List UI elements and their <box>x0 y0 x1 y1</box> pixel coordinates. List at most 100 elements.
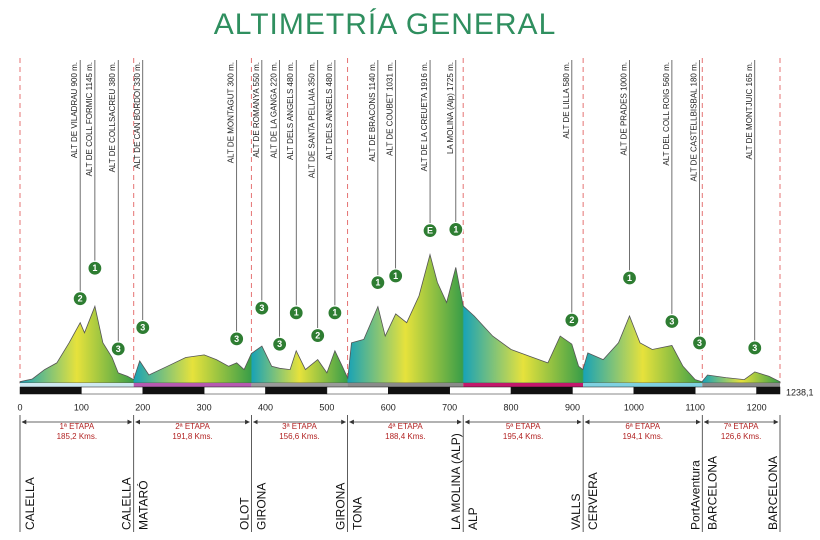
x-tick-label: 300 <box>197 402 212 412</box>
climb-category: 1 <box>294 308 299 318</box>
x-tick-label: 1238,1 <box>786 387 814 397</box>
end-town: BARCELONA <box>766 456 780 530</box>
x-tick-label: 600 <box>381 402 396 412</box>
climb-label: ALT DELS ANGELS 480 m. <box>325 62 334 160</box>
climb-category: 3 <box>140 322 145 332</box>
climb-label: ALT DE LA GANGA 220 m. <box>270 62 279 158</box>
km-bar <box>756 386 781 395</box>
climb-label: ALT DE COUBET 1031 m. <box>386 62 395 156</box>
climb-badge <box>135 319 151 336</box>
stage-strip <box>702 383 780 387</box>
stage-strip <box>251 383 348 387</box>
x-tick-label: 900 <box>565 402 580 412</box>
climb-badge <box>448 221 464 238</box>
km-bar <box>265 386 328 395</box>
climb-category: 3 <box>277 339 282 349</box>
climb-badge <box>664 313 680 330</box>
stage-name: 6ª ETAPA <box>625 422 660 431</box>
start-town: TONA <box>351 497 365 530</box>
end-town: GIRONA <box>334 483 348 530</box>
climb-badge <box>272 336 288 352</box>
climb-badge <box>110 341 126 357</box>
climb-badge <box>310 327 326 344</box>
climb-badge <box>388 268 404 284</box>
x-tick-label: 700 <box>442 402 457 412</box>
stage-distance: 188,4 Kms. <box>385 432 425 441</box>
stage-distance: 156,6 Kms. <box>279 432 319 441</box>
start-town: CALELLA <box>23 477 37 530</box>
stage-strip <box>463 383 584 387</box>
climb-label: ALT DE CAN BORDOI 330 m. <box>133 62 142 169</box>
climb-label: ALT DE SANTA PELLAIA 350 m. <box>308 62 317 178</box>
climb-badge <box>87 260 103 276</box>
climb-category: 3 <box>259 303 264 313</box>
km-bar <box>203 386 266 395</box>
x-tick-label: 0 <box>17 402 22 412</box>
stage-distance: 185,2 Kms. <box>57 432 97 441</box>
start-town: GIRONA <box>254 483 268 530</box>
profile-area <box>19 253 781 384</box>
x-tick-label: 200 <box>135 402 150 412</box>
climb-category: 3 <box>116 344 121 354</box>
climb-category: 1 <box>627 273 632 283</box>
climb-category: 1 <box>375 277 380 287</box>
stage-distance: 195,4 Kms. <box>503 432 543 441</box>
climb-badge <box>422 223 438 239</box>
climb-label: ALT DE LA CREUETA 1916 m. <box>420 62 429 171</box>
km-bar <box>510 386 573 395</box>
stage-name: 2ª ETAPA <box>175 422 210 431</box>
x-tick-label: 500 <box>319 402 334 412</box>
stage-name: 5ª ETAPA <box>506 422 541 431</box>
climb-badge <box>747 340 763 356</box>
climb-badge <box>327 305 343 321</box>
climb-label: ALT DE MONTJUIC 165 m. <box>745 62 754 160</box>
climb-badge <box>564 312 580 328</box>
climb-label: ALT DE COLL FORMIC 1145 m. <box>85 62 94 176</box>
stage-name: 7ª ETAPA <box>724 422 759 431</box>
stage-distance: 126,6 Kms. <box>721 432 761 441</box>
climb-badge <box>254 300 270 316</box>
climb-badge <box>691 335 708 351</box>
climb-label: LA MOLINA (Alp) 1725 m. <box>446 62 455 154</box>
end-town: PortAventura <box>688 460 702 530</box>
climb-label: ALT DE PRADES 1000 m. <box>620 62 629 156</box>
climb-label: ALT DELS ANGELS 480 m. <box>286 62 295 160</box>
climb-badge <box>72 291 88 307</box>
climb-category: 2 <box>569 315 574 325</box>
climb-label: ALT DE VILADRAU 900 m. <box>70 62 79 158</box>
climb-category: 2 <box>78 294 83 304</box>
start-town: ALP <box>466 507 480 530</box>
stage-name: 3ª ETAPA <box>282 422 317 431</box>
climb-label: ALT DE LILLA 580 m. <box>562 62 571 139</box>
start-town: MATARÓ <box>136 480 151 530</box>
climb-category: 1 <box>393 271 398 281</box>
end-town: OLOT <box>237 497 251 530</box>
km-bar <box>388 386 450 395</box>
x-tick-label: 800 <box>504 402 519 412</box>
x-tick-label: 100 <box>74 402 89 412</box>
stage-name: 1ª ETAPA <box>59 422 94 431</box>
stage-distance: 194,1 Kms. <box>622 432 662 441</box>
stage-strip <box>133 383 252 387</box>
climb-label: ALT DEL COLL ROIG 560 m. <box>662 62 671 166</box>
chart-title: ALTIMETRÍA GENERAL <box>214 8 557 41</box>
end-town: LA MOLINA (ALP) <box>449 433 463 530</box>
climb-category: 3 <box>669 316 674 326</box>
x-tick-label: 1100 <box>686 402 705 412</box>
km-bar <box>633 386 696 395</box>
climb-label: ALT DE BRACONS 1140 m. <box>368 62 377 162</box>
km-bar <box>694 386 757 395</box>
end-town: VALLS <box>569 494 583 530</box>
climb-label: ALT DE COLLSACREU 380 m. <box>108 62 117 172</box>
end-town: CALELLA <box>120 477 134 530</box>
climb-category: 3 <box>697 338 702 348</box>
km-bar <box>19 386 82 395</box>
climb-category: 1 <box>92 263 97 273</box>
climb-category: E <box>427 226 433 236</box>
climb-label: ALT DE ROMANYA 550 m. <box>252 62 261 158</box>
km-bar <box>142 386 205 395</box>
x-tick-label: 1000 <box>624 402 644 412</box>
climb-category: 3 <box>234 334 239 344</box>
km-bar <box>449 386 512 395</box>
